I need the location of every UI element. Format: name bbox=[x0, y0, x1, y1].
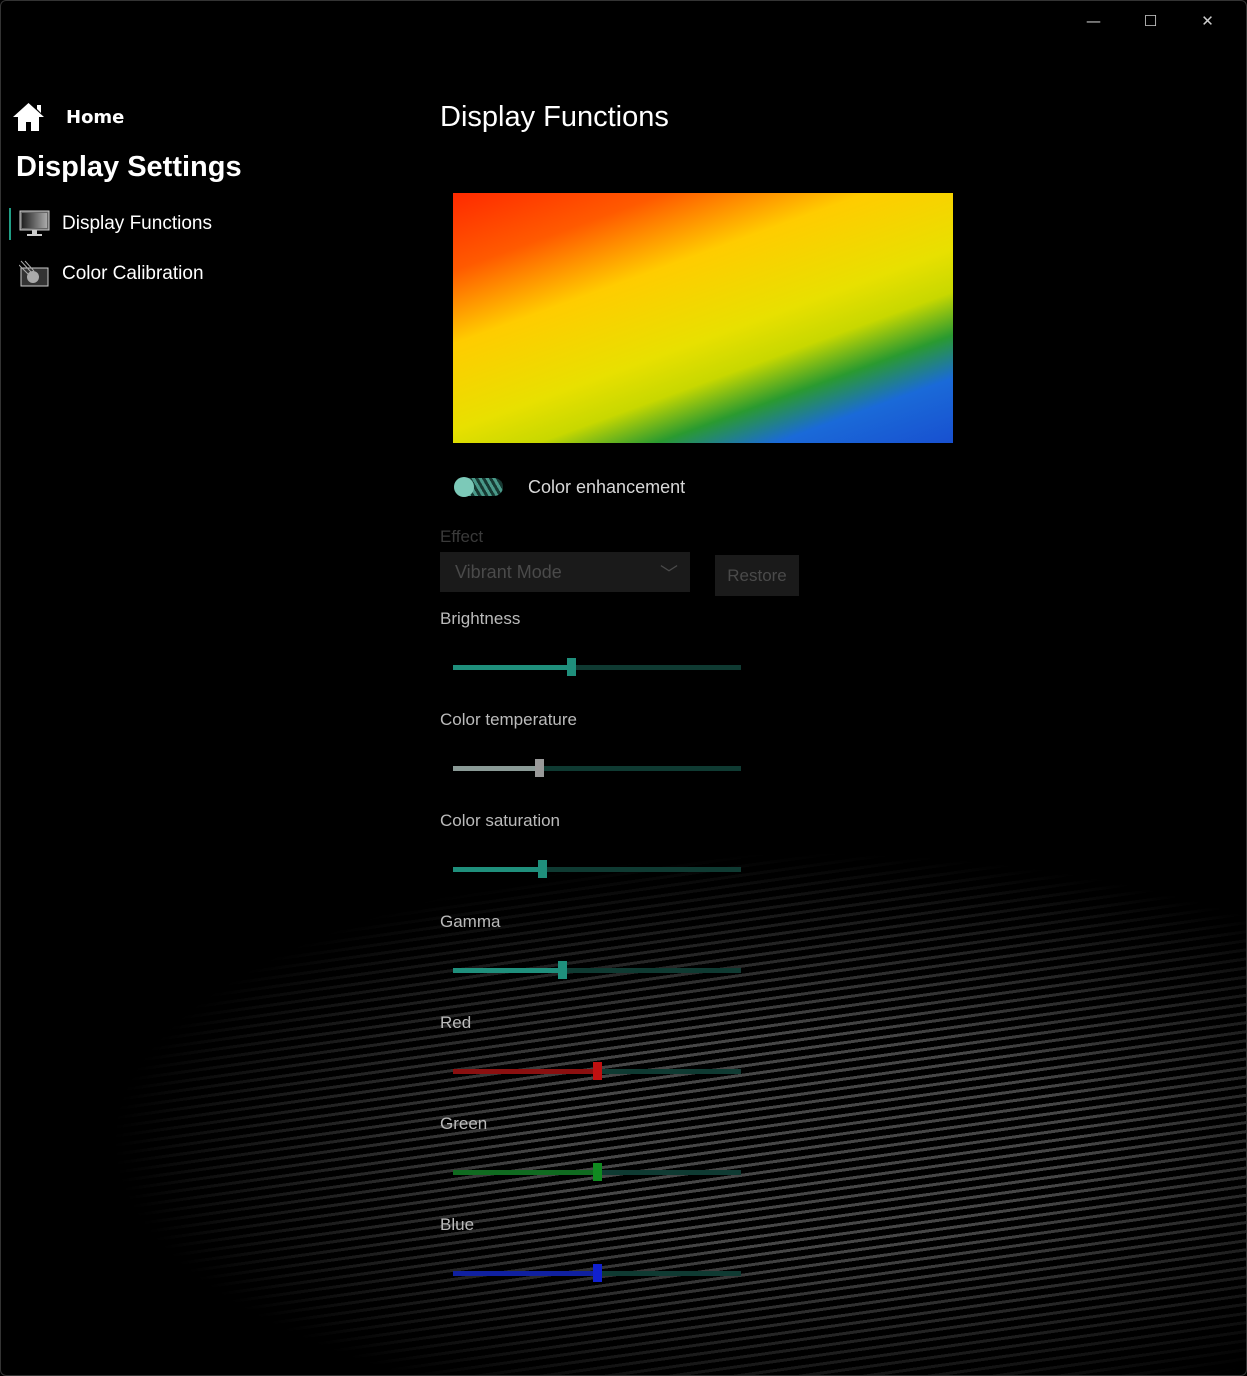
brightness-slider[interactable] bbox=[453, 658, 741, 676]
home-icon bbox=[13, 103, 44, 131]
sidebar-item-color-calibration[interactable]: Color Calibration bbox=[9, 258, 204, 290]
slider-fill bbox=[453, 1271, 597, 1276]
slider-label: Green bbox=[440, 1114, 488, 1133]
window-controls: — ☐ ✕ bbox=[1065, 9, 1236, 33]
color-temperature-slider[interactable] bbox=[453, 759, 741, 777]
background-wave-pattern bbox=[1, 781, 1246, 1375]
maximize-button[interactable]: ☐ bbox=[1143, 12, 1158, 30]
slider-fill bbox=[453, 665, 572, 670]
slider-track bbox=[453, 867, 741, 872]
minimize-button[interactable]: — bbox=[1086, 12, 1101, 30]
nav-label: Color Calibration bbox=[62, 263, 204, 284]
home-label: Home bbox=[66, 106, 125, 128]
close-button[interactable]: ✕ bbox=[1201, 12, 1214, 30]
slider-thumb[interactable] bbox=[535, 759, 545, 777]
color-saturation-slider[interactable] bbox=[453, 860, 741, 878]
red-slider[interactable] bbox=[453, 1062, 741, 1080]
slider-fill bbox=[453, 1069, 597, 1074]
slider-fill bbox=[453, 968, 563, 973]
restore-button[interactable]: Restore bbox=[715, 555, 799, 596]
effect-dropdown[interactable]: Vibrant Mode ﹀ bbox=[440, 552, 690, 592]
blue-slider[interactable] bbox=[453, 1264, 741, 1282]
home-link[interactable]: Home bbox=[11, 101, 124, 133]
slider-track bbox=[453, 766, 741, 771]
sidebar-item-display-functions[interactable]: Display Functions bbox=[9, 208, 212, 240]
gamma-slider[interactable] bbox=[453, 961, 741, 979]
slider-thumb[interactable] bbox=[558, 961, 568, 979]
slider-label: Color temperature bbox=[440, 710, 578, 729]
slider-thumb[interactable] bbox=[593, 1163, 602, 1181]
sidebar-title: Display Settings bbox=[16, 151, 242, 183]
nav-label: Display Functions bbox=[62, 213, 212, 234]
calibration-icon bbox=[19, 260, 49, 287]
green-slider[interactable] bbox=[453, 1163, 741, 1181]
effect-label: Effect bbox=[440, 527, 484, 546]
slider-fill bbox=[453, 766, 540, 771]
slider-thumb[interactable] bbox=[567, 658, 577, 676]
slider-label: Red bbox=[440, 1013, 472, 1032]
slider-thumb[interactable] bbox=[538, 860, 548, 878]
preview-image bbox=[453, 193, 953, 443]
page-title: Display Functions bbox=[440, 101, 669, 133]
slider-thumb[interactable] bbox=[593, 1062, 602, 1080]
slider-label: Gamma bbox=[440, 912, 501, 931]
slider-track bbox=[453, 665, 741, 670]
color-enhancement-label: Color enhancement bbox=[528, 477, 686, 497]
slider-thumb[interactable] bbox=[593, 1264, 602, 1282]
slider-fill bbox=[453, 867, 543, 872]
chevron-down-icon: ﹀ bbox=[660, 564, 678, 584]
slider-label: Color saturation bbox=[440, 811, 561, 830]
monitor-icon bbox=[19, 210, 50, 236]
slider-label: Blue bbox=[440, 1215, 475, 1234]
slider-fill bbox=[453, 1170, 597, 1175]
effect-value: Vibrant Mode bbox=[455, 562, 562, 582]
slider-track bbox=[453, 968, 741, 973]
color-enhancement-toggle[interactable] bbox=[454, 477, 503, 497]
slider-label: Brightness bbox=[440, 609, 521, 628]
